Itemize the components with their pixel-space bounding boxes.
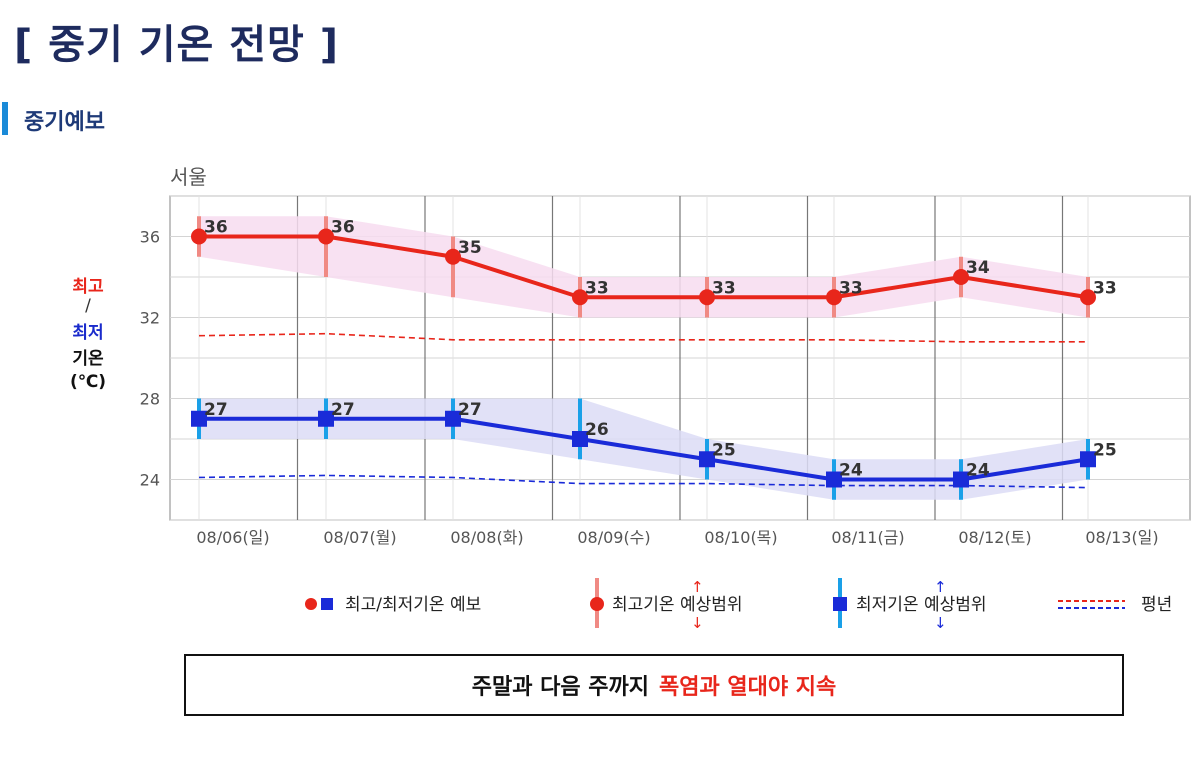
data-label: 33 bbox=[1093, 278, 1117, 298]
x-tick-label: 08/09(수) bbox=[577, 528, 650, 547]
legend-marker-square bbox=[833, 597, 847, 611]
y-axis-label-min: 최저 bbox=[72, 323, 104, 343]
data-label: 26 bbox=[585, 420, 609, 440]
data-label: 34 bbox=[966, 258, 990, 278]
x-tick-label: 08/06(일) bbox=[196, 528, 269, 547]
y-tick-label: 24 bbox=[140, 471, 160, 490]
data-label: 33 bbox=[585, 278, 609, 298]
x-tick-label: 08/12(토) bbox=[958, 528, 1031, 547]
legend-item-normal: 평년 bbox=[1141, 595, 1172, 615]
banner-highlight: 폭염과 열대야 지속 bbox=[659, 675, 837, 700]
normal-line bbox=[198, 332, 1088, 343]
data-point bbox=[1080, 451, 1096, 468]
data-label: 24 bbox=[966, 461, 990, 481]
legend-item-forecast: 최고/최저기온 예보 bbox=[345, 595, 481, 615]
data-label: 27 bbox=[204, 400, 228, 420]
y-axis-label-max: 최고 bbox=[72, 277, 104, 297]
x-tick-label: 08/07(월) bbox=[323, 528, 396, 547]
x-tick-label: 08/11(금) bbox=[831, 528, 904, 547]
data-point bbox=[318, 410, 334, 427]
data-label: 36 bbox=[331, 218, 355, 238]
page-title: [ 중기 기온 전망 ] bbox=[14, 22, 340, 68]
arrow-up-icon: ↑ bbox=[691, 578, 704, 596]
series-line bbox=[199, 234, 1089, 300]
legend-marker-square bbox=[321, 598, 333, 610]
temperature-chart: 서울 24 28 32 36 08/06(일) 08/07(월) 08/08(화) 08/09(… bbox=[140, 165, 1191, 632]
data-label: 33 bbox=[839, 278, 863, 298]
data-point bbox=[826, 471, 842, 488]
x-tick-label: 08/13(일) bbox=[1085, 528, 1158, 547]
data-point bbox=[953, 269, 969, 285]
y-tick-label: 32 bbox=[140, 309, 160, 328]
chart-title: 서울 bbox=[170, 165, 207, 189]
y-axis-label-slash: / bbox=[85, 296, 91, 316]
data-point bbox=[1080, 289, 1096, 306]
normal-line bbox=[198, 474, 1089, 489]
data-label: 27 bbox=[458, 400, 482, 420]
series-line bbox=[199, 416, 1089, 482]
legend-item-max-range: 최고기온 예상범위 bbox=[612, 595, 743, 615]
data-point bbox=[572, 431, 588, 447]
data-point bbox=[699, 289, 715, 306]
banner-text: 주말과 다음 주까지 bbox=[471, 675, 649, 700]
legend-item-min-range: 최저기온 예상범위 bbox=[856, 595, 987, 615]
y-tick-label: 28 bbox=[140, 390, 160, 409]
data-label: 33 bbox=[712, 278, 736, 298]
data-point bbox=[445, 248, 461, 265]
y-axis-label-unit: (℃) bbox=[69, 372, 107, 392]
legend-marker-circle bbox=[590, 597, 604, 611]
data-label: 27 bbox=[331, 400, 355, 420]
data-point bbox=[318, 228, 334, 245]
data-point bbox=[572, 289, 588, 306]
data-point bbox=[699, 451, 715, 468]
y-tick-label: 36 bbox=[140, 228, 160, 247]
y-axis-label-temp: 기온 bbox=[72, 349, 104, 369]
data-point bbox=[191, 410, 207, 427]
data-label: 25 bbox=[712, 440, 736, 460]
legend-marker-circle bbox=[305, 598, 317, 610]
data-point bbox=[191, 228, 207, 245]
data-point bbox=[445, 410, 461, 427]
data-point bbox=[826, 289, 842, 306]
arrow-down-icon: ↓ bbox=[934, 614, 947, 632]
arrow-down-icon: ↓ bbox=[691, 614, 704, 632]
forecast-banner: 주말과 다음 주까지 폭염과 열대야 지속 bbox=[184, 654, 1124, 716]
data-label: 35 bbox=[458, 238, 482, 258]
data-label: 25 bbox=[1093, 440, 1117, 460]
data-point bbox=[953, 471, 969, 488]
data-label: 24 bbox=[839, 461, 863, 481]
x-tick-label: 08/08(화) bbox=[450, 528, 523, 547]
section-accent-bar bbox=[2, 102, 8, 135]
section-title: 중기예보 bbox=[24, 110, 105, 135]
x-tick-label: 08/10(목) bbox=[704, 528, 777, 547]
data-label: 36 bbox=[204, 218, 228, 238]
arrow-up-icon: ↑ bbox=[934, 578, 947, 596]
